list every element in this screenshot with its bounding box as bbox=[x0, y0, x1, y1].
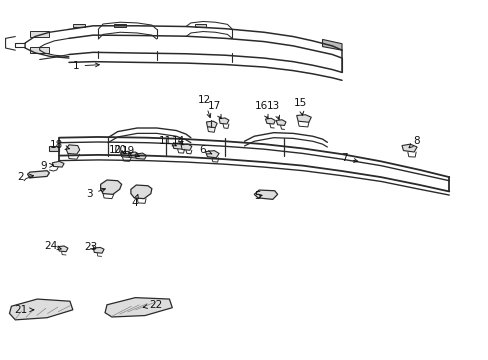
Polygon shape bbox=[181, 144, 191, 150]
Polygon shape bbox=[276, 120, 285, 126]
Text: 24: 24 bbox=[44, 241, 61, 251]
Text: 2: 2 bbox=[17, 172, 34, 182]
Polygon shape bbox=[194, 24, 206, 27]
Polygon shape bbox=[401, 144, 416, 152]
Polygon shape bbox=[219, 118, 228, 124]
Polygon shape bbox=[265, 118, 275, 124]
Text: 9: 9 bbox=[40, 161, 53, 171]
Text: 7: 7 bbox=[341, 153, 357, 163]
Polygon shape bbox=[114, 24, 126, 27]
Text: 15: 15 bbox=[293, 98, 306, 115]
Text: 20: 20 bbox=[113, 144, 132, 156]
Polygon shape bbox=[49, 145, 59, 150]
Polygon shape bbox=[30, 47, 49, 53]
Text: 8: 8 bbox=[408, 136, 419, 148]
Polygon shape bbox=[205, 150, 219, 158]
Text: 3: 3 bbox=[86, 188, 105, 199]
Text: 12: 12 bbox=[198, 95, 211, 118]
Polygon shape bbox=[207, 127, 215, 132]
Text: 1: 1 bbox=[73, 61, 99, 71]
Polygon shape bbox=[296, 115, 311, 122]
Text: 6: 6 bbox=[199, 145, 211, 155]
Polygon shape bbox=[121, 151, 132, 157]
Text: 19: 19 bbox=[122, 146, 139, 157]
Text: 5: 5 bbox=[254, 191, 262, 201]
Polygon shape bbox=[73, 24, 84, 27]
Polygon shape bbox=[66, 145, 80, 154]
Polygon shape bbox=[9, 299, 73, 320]
Polygon shape bbox=[101, 180, 122, 194]
Polygon shape bbox=[135, 153, 146, 159]
Text: 21: 21 bbox=[15, 305, 34, 315]
Text: 10: 10 bbox=[108, 144, 124, 154]
Polygon shape bbox=[128, 152, 139, 158]
Text: 16: 16 bbox=[254, 101, 267, 118]
Polygon shape bbox=[131, 185, 152, 199]
Polygon shape bbox=[93, 247, 104, 253]
Polygon shape bbox=[322, 40, 341, 50]
Polygon shape bbox=[172, 143, 184, 149]
Text: 17: 17 bbox=[207, 101, 221, 118]
Polygon shape bbox=[254, 190, 277, 199]
Polygon shape bbox=[58, 246, 68, 252]
Text: 4: 4 bbox=[131, 194, 138, 208]
Polygon shape bbox=[27, 171, 49, 178]
Text: 11: 11 bbox=[159, 136, 176, 146]
Polygon shape bbox=[52, 161, 64, 167]
Text: 22: 22 bbox=[143, 300, 162, 310]
Text: 13: 13 bbox=[266, 101, 280, 120]
Polygon shape bbox=[105, 298, 172, 317]
Text: 14: 14 bbox=[172, 136, 185, 145]
Text: 23: 23 bbox=[84, 242, 97, 252]
Text: 18: 18 bbox=[50, 140, 69, 150]
Polygon shape bbox=[30, 31, 49, 37]
Polygon shape bbox=[206, 121, 217, 128]
